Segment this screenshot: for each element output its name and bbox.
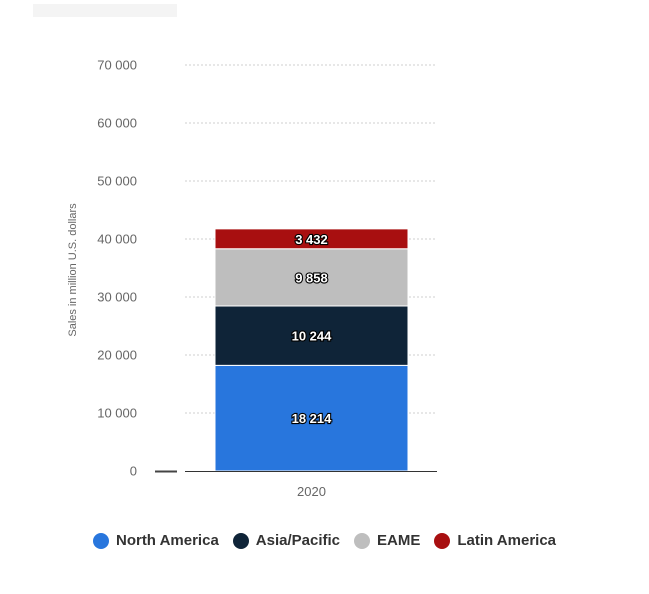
stacked-bar-chart: 0 10 000 20 000 30 000 40 000 50 000 60 000 70 … <box>67 58 437 499</box>
bar-value-label: 9 858 <box>295 270 328 285</box>
legend-marker <box>434 532 451 549</box>
y-tick-label: 10 000 <box>97 406 137 421</box>
y-tick-label: 70 000 <box>97 58 137 73</box>
y-tick-label: 40 000 <box>97 232 137 247</box>
legend-item[interactable]: Latin America <box>434 532 556 549</box>
legend-item[interactable]: Asia/Pacific <box>232 532 341 549</box>
bar-value-label: 18 214 <box>292 411 333 426</box>
y-tick-label: 0 <box>130 464 137 479</box>
legend-marker <box>232 532 249 549</box>
bars <box>214 228 409 472</box>
y-axis-ticks: 0 10 000 20 000 30 000 40 000 50 000 60 000 70 … <box>97 58 137 479</box>
x-tick-label: 2020 <box>297 484 326 499</box>
legend-label: Asia/Pacific <box>255 532 341 549</box>
bar-segment-eame[interactable] <box>214 248 409 307</box>
bar-segment-latin-america[interactable] <box>214 228 409 250</box>
legend-item[interactable]: EAME <box>354 532 420 549</box>
header-placeholder-bar <box>33 4 177 17</box>
y-axis-label: Sales in million U.S. dollars <box>67 203 79 337</box>
y-tick-label: 60 000 <box>97 116 137 131</box>
legend-label: EAME <box>377 532 421 549</box>
y-tick-label: 30 000 <box>97 290 137 305</box>
legend-item[interactable]: North America <box>92 532 219 549</box>
x-axis-ticks: 2020 <box>297 484 326 499</box>
y-tick-label: 20 000 <box>97 348 137 363</box>
legend-label: North America <box>115 532 219 549</box>
bar-segment-asia-pacific[interactable] <box>214 305 409 366</box>
y-tick-label: 50 000 <box>97 174 137 189</box>
legend-marker <box>92 532 109 549</box>
legend: North America Asia/Pacific EAME Latin Ameri… <box>0 532 649 549</box>
bar-value-label: 10 244 <box>292 329 333 344</box>
legend-label: Latin America <box>457 532 557 549</box>
bar-value-labels: 18 214 10 244 9 858 3 432 <box>291 231 334 428</box>
bar-value-label: 3 432 <box>295 232 328 247</box>
legend-marker <box>354 532 371 549</box>
